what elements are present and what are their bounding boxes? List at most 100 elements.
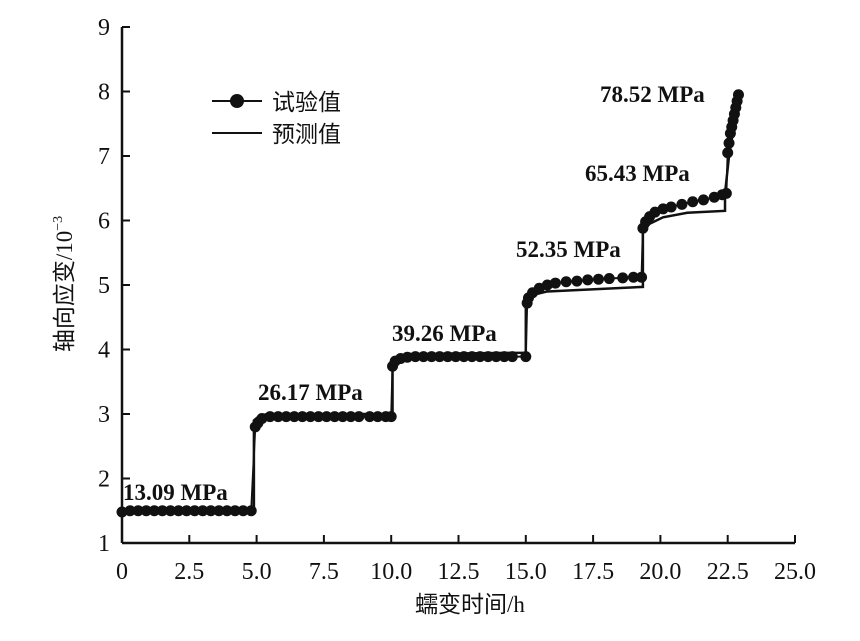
- experimental-point: [676, 198, 688, 210]
- experimental-point: [304, 411, 316, 423]
- experimental-point: [156, 505, 168, 517]
- experimental-series: [116, 89, 744, 518]
- experimental-point: [627, 271, 639, 283]
- experimental-point: [687, 196, 699, 208]
- legend-exp-label: 试验值: [272, 90, 341, 115]
- y-tick-label: 1: [98, 531, 110, 557]
- stress-annotation: 65.43 MPa: [585, 161, 690, 186]
- experimental-point: [132, 505, 144, 517]
- experimental-point: [173, 505, 185, 517]
- experimental-point: [401, 351, 413, 363]
- experimental-point: [197, 505, 209, 517]
- experimental-point: [280, 411, 292, 423]
- experimental-point: [697, 194, 709, 206]
- y-tick-label: 8: [98, 80, 110, 106]
- predicted-line: [122, 97, 740, 512]
- experimental-point: [124, 505, 136, 517]
- experimental-point: [617, 272, 629, 284]
- experimental-point: [603, 273, 615, 285]
- legend-exp-marker: [230, 94, 244, 108]
- experimental-point: [442, 351, 454, 363]
- experimental-point: [426, 351, 438, 363]
- experimental-point: [229, 505, 241, 517]
- ticks: 0 2.5 5.0 7.5 10.0 12.5 15.0 17.5 20.0 22.5 25.0 1 2…: [98, 15, 816, 585]
- experimental-point: [582, 274, 594, 286]
- y-tick-label: 5: [98, 273, 110, 299]
- stress-annotation: 13.09 MPa: [123, 480, 228, 505]
- annotations: 13.09 MPa 26.17 MPa 39.26 MPa 52.35 MPa 65.4…: [123, 82, 705, 505]
- x-tick-label: 15.0: [505, 559, 547, 585]
- experimental-point: [116, 506, 128, 518]
- experimental-point: [720, 187, 732, 199]
- x-tick-label: 12.5: [438, 559, 480, 585]
- y-tick-label: 6: [98, 209, 110, 235]
- experimental-point: [321, 411, 333, 423]
- y-tick-label: 3: [98, 402, 110, 428]
- experimental-point: [498, 351, 510, 363]
- experimental-point: [189, 505, 201, 517]
- experimental-point: [272, 411, 284, 423]
- experimental-point: [364, 411, 376, 423]
- experimental-point: [520, 351, 532, 363]
- y-axis-label: 轴向应变/10−3: [51, 216, 77, 352]
- x-tick-label: 20.0: [639, 559, 681, 585]
- x-tick-label: 17.5: [572, 559, 614, 585]
- experimental-point: [221, 505, 233, 517]
- experimental-point: [418, 351, 430, 363]
- x-tick-label: 10.0: [370, 559, 412, 585]
- x-tick-label: 22.5: [707, 559, 749, 585]
- experimental-point: [181, 505, 193, 517]
- experimental-point: [353, 411, 365, 423]
- legend-pred-label: 预测值: [272, 122, 341, 147]
- experimental-point: [665, 201, 677, 213]
- experimental-point: [329, 411, 341, 423]
- experimental-point: [140, 505, 152, 517]
- experimental-point: [237, 505, 249, 517]
- experimental-point: [245, 505, 257, 517]
- experimental-point: [409, 351, 421, 363]
- experimental-point: [313, 411, 325, 423]
- stress-annotation: 78.52 MPa: [600, 82, 705, 107]
- stress-annotation: 39.26 MPa: [392, 321, 497, 346]
- experimental-point: [732, 89, 744, 101]
- y-tick-label: 4: [98, 338, 110, 364]
- experimental-point: [450, 351, 462, 363]
- legend: 试验值 预测值: [212, 90, 341, 147]
- x-axis-label: 蠕变时间/h: [415, 592, 525, 617]
- experimental-point: [458, 351, 470, 363]
- experimental-point: [296, 411, 308, 423]
- experimental-point: [474, 351, 486, 363]
- y-axis-label-exponent: −3: [51, 216, 66, 231]
- experimental-point: [337, 411, 349, 423]
- x-tick-label: 7.5: [309, 559, 339, 585]
- experimental-point: [434, 351, 446, 363]
- experimental-point: [506, 351, 518, 363]
- x-tick-label: 5.0: [242, 559, 272, 585]
- experimental-point: [385, 411, 397, 423]
- x-tick-label: 2.5: [174, 559, 204, 585]
- experimental-point: [372, 411, 384, 423]
- x-tick-label: 0: [116, 559, 128, 585]
- y-tick-label: 2: [98, 467, 110, 493]
- experimental-point: [722, 147, 734, 159]
- y-tick-label: 7: [98, 144, 110, 170]
- experimental-point: [571, 275, 583, 287]
- experimental-point: [148, 505, 160, 517]
- experimental-point: [592, 273, 604, 285]
- experimental-point: [636, 271, 648, 283]
- experimental-point: [345, 411, 357, 423]
- experimental-point: [164, 505, 176, 517]
- experimental-point: [490, 351, 502, 363]
- experimental-point: [482, 351, 494, 363]
- experimental-line: [121, 94, 740, 514]
- stress-annotation: 52.35 MPa: [516, 237, 621, 262]
- y-tick-label: 9: [98, 15, 110, 41]
- experimental-point: [560, 276, 572, 288]
- predicted-series: [122, 97, 740, 512]
- experimental-point: [205, 505, 217, 517]
- y-axis-label-main: 轴向应变/10: [52, 231, 77, 352]
- experimental-point: [466, 351, 478, 363]
- stress-annotation: 26.17 MPa: [258, 380, 363, 405]
- experimental-point: [213, 505, 225, 517]
